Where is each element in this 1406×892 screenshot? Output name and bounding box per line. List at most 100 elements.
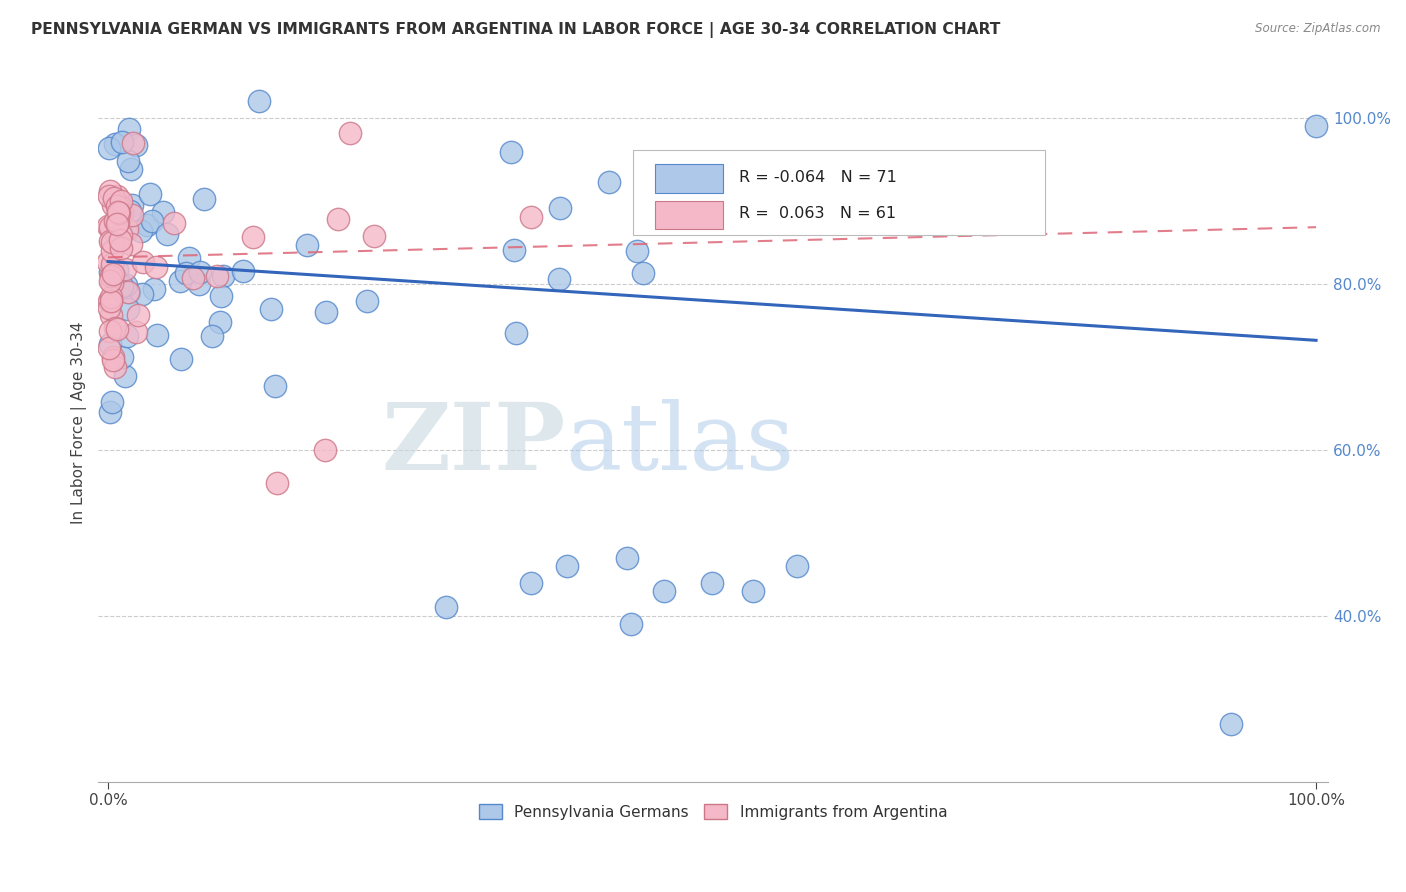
Point bbox=[111, 135, 134, 149]
Point bbox=[107, 205, 129, 219]
Point bbox=[117, 285, 139, 300]
Text: Source: ZipAtlas.com: Source: ZipAtlas.com bbox=[1256, 22, 1381, 36]
Point bbox=[786, 558, 808, 573]
Point bbox=[141, 214, 163, 228]
Point bbox=[555, 558, 578, 573]
Point bbox=[100, 290, 122, 304]
Point bbox=[598, 175, 620, 189]
Point bbox=[101, 235, 124, 249]
Point bbox=[105, 199, 128, 213]
Point bbox=[146, 327, 169, 342]
Point bbox=[125, 325, 148, 339]
Point bbox=[100, 276, 122, 290]
Point bbox=[499, 145, 522, 160]
Point bbox=[98, 189, 121, 203]
Point bbox=[104, 228, 127, 243]
Point bbox=[620, 617, 643, 632]
Point bbox=[209, 289, 232, 303]
Point bbox=[101, 352, 124, 367]
Point bbox=[98, 185, 121, 199]
Point bbox=[131, 224, 153, 238]
Point bbox=[107, 263, 129, 277]
Point bbox=[125, 137, 148, 152]
Point bbox=[107, 278, 129, 293]
Point bbox=[98, 337, 121, 351]
Point bbox=[152, 205, 174, 219]
Point bbox=[174, 266, 197, 280]
Point bbox=[107, 197, 129, 211]
Point bbox=[120, 161, 142, 176]
Point bbox=[232, 264, 254, 278]
Point bbox=[98, 294, 121, 309]
Point bbox=[104, 360, 127, 375]
Point bbox=[97, 219, 120, 233]
Point bbox=[169, 352, 191, 367]
Point bbox=[107, 206, 129, 220]
Point bbox=[247, 95, 270, 109]
Point bbox=[104, 213, 127, 227]
Point bbox=[103, 191, 125, 205]
Point bbox=[97, 255, 120, 269]
Point bbox=[97, 141, 120, 155]
Point bbox=[297, 238, 319, 252]
Point bbox=[356, 294, 378, 309]
Point bbox=[100, 293, 122, 308]
Point bbox=[117, 153, 139, 168]
Point bbox=[111, 279, 134, 293]
Text: atlas: atlas bbox=[565, 400, 794, 490]
Point bbox=[101, 244, 124, 258]
Point bbox=[115, 328, 138, 343]
Point bbox=[110, 241, 132, 255]
Point bbox=[314, 442, 336, 457]
Point bbox=[98, 219, 121, 234]
Point bbox=[97, 301, 120, 315]
Point bbox=[631, 266, 654, 280]
Point bbox=[132, 255, 155, 269]
Point bbox=[104, 270, 127, 285]
Point bbox=[163, 216, 186, 230]
Point bbox=[520, 575, 543, 590]
Text: R =  0.063   N = 61: R = 0.063 N = 61 bbox=[740, 206, 896, 221]
Point bbox=[114, 262, 136, 277]
Point bbox=[1220, 716, 1243, 731]
Point bbox=[118, 285, 141, 299]
Point bbox=[115, 277, 138, 292]
Point bbox=[121, 198, 143, 212]
Point bbox=[548, 201, 571, 215]
Point bbox=[1305, 120, 1327, 134]
Point bbox=[97, 341, 120, 355]
Text: PENNSYLVANIA GERMAN VS IMMIGRANTS FROM ARGENTINA IN LABOR FORCE | AGE 30-34 CORR: PENNSYLVANIA GERMAN VS IMMIGRANTS FROM A… bbox=[31, 22, 1000, 38]
Point bbox=[212, 269, 235, 284]
Point bbox=[98, 234, 121, 248]
Point bbox=[626, 244, 648, 259]
Point bbox=[135, 218, 157, 232]
Point bbox=[242, 230, 264, 244]
Point bbox=[117, 302, 139, 317]
Point bbox=[700, 575, 723, 590]
Text: R = -0.064   N = 71: R = -0.064 N = 71 bbox=[740, 169, 897, 185]
Point bbox=[260, 302, 283, 317]
Point bbox=[100, 265, 122, 279]
Point bbox=[104, 136, 127, 151]
Point bbox=[193, 192, 215, 206]
Point bbox=[131, 287, 153, 301]
Point bbox=[548, 271, 571, 285]
Point bbox=[142, 282, 165, 296]
Point bbox=[169, 275, 191, 289]
Point bbox=[108, 233, 131, 247]
Point bbox=[98, 274, 121, 288]
Point bbox=[315, 305, 337, 319]
Point bbox=[205, 268, 228, 283]
Point bbox=[505, 326, 527, 340]
Point bbox=[434, 600, 457, 615]
Point bbox=[114, 368, 136, 383]
Point bbox=[187, 277, 209, 292]
Point bbox=[121, 208, 143, 222]
FancyBboxPatch shape bbox=[633, 150, 1045, 235]
Legend: Pennsylvania Germans, Immigrants from Argentina: Pennsylvania Germans, Immigrants from Ar… bbox=[474, 798, 953, 826]
Point bbox=[105, 321, 128, 335]
Point bbox=[103, 267, 125, 281]
Point bbox=[101, 257, 124, 271]
Point bbox=[110, 194, 132, 208]
Point bbox=[108, 202, 131, 216]
